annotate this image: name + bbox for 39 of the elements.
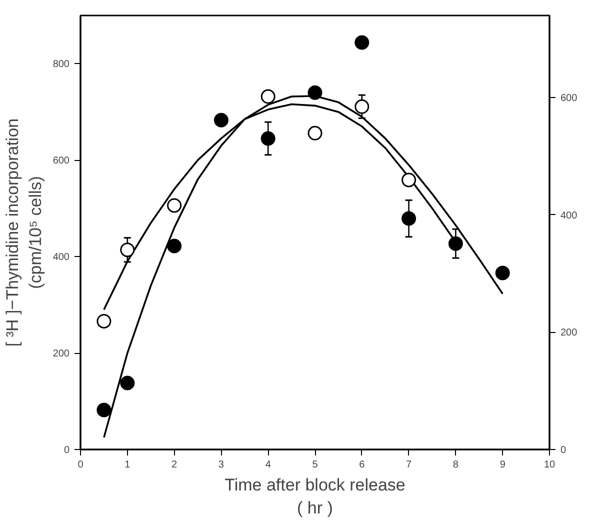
x-tick-label: 0 (78, 460, 84, 470)
y-tick-label: 200 (52, 348, 70, 360)
point (120, 376, 135, 390)
x-tick-label: 2 (172, 460, 178, 470)
x-tick-label: 10 (544, 460, 556, 470)
x-axis-title: Time after block release ( hr ) (224, 476, 406, 518)
x-tick-label: 6 (359, 460, 366, 470)
point (167, 238, 182, 254)
y-tick-label: 800 (52, 59, 70, 70)
y2-tick-label: 400 (560, 210, 578, 222)
point (308, 85, 322, 100)
point (495, 266, 510, 280)
point (354, 35, 370, 50)
point (167, 198, 182, 213)
point (402, 172, 416, 188)
x-tick-label: 3 (218, 460, 224, 470)
y2-tick-label: 200 (560, 328, 578, 339)
point (402, 211, 416, 226)
point (260, 89, 276, 104)
x-tick-label: 9 (500, 460, 506, 470)
x-tick-label: 7 (406, 460, 412, 470)
x-tick-label: 8 (452, 460, 459, 470)
point (354, 99, 370, 114)
x-tick-label: 1 (124, 460, 131, 470)
point (120, 242, 135, 258)
point (448, 236, 463, 251)
point (96, 402, 112, 418)
y-tick-label: 400 (52, 252, 70, 264)
y-tick-label: 0 (64, 445, 70, 456)
x-tick-label: 5 (312, 460, 318, 470)
x-tick-label: 4 (265, 460, 272, 470)
y-axis-title: [ ³H ]−Thymidine incorporation (cpm/10⁵ cells) (3, 118, 45, 347)
point (96, 314, 112, 328)
point (308, 126, 322, 140)
point (260, 131, 276, 146)
point (214, 112, 228, 128)
y-tick-label: 600 (52, 156, 70, 167)
y2-tick-label: 600 (560, 93, 578, 104)
y2-tick-label: 0 (560, 445, 566, 456)
